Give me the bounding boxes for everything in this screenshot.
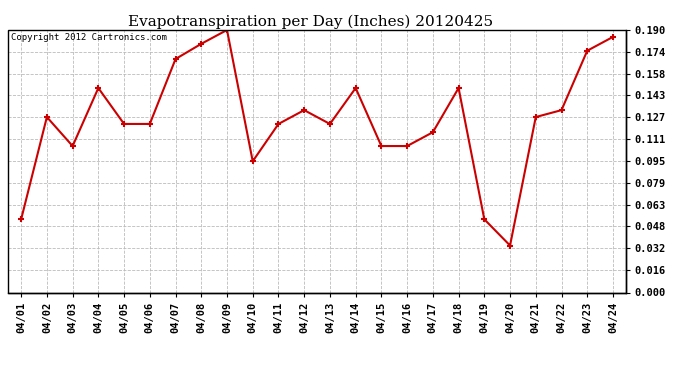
Text: Evapotranspiration per Day (Inches) 20120425: Evapotranspiration per Day (Inches) 2012…	[128, 15, 493, 29]
Text: Copyright 2012 Cartronics.com: Copyright 2012 Cartronics.com	[11, 33, 167, 42]
